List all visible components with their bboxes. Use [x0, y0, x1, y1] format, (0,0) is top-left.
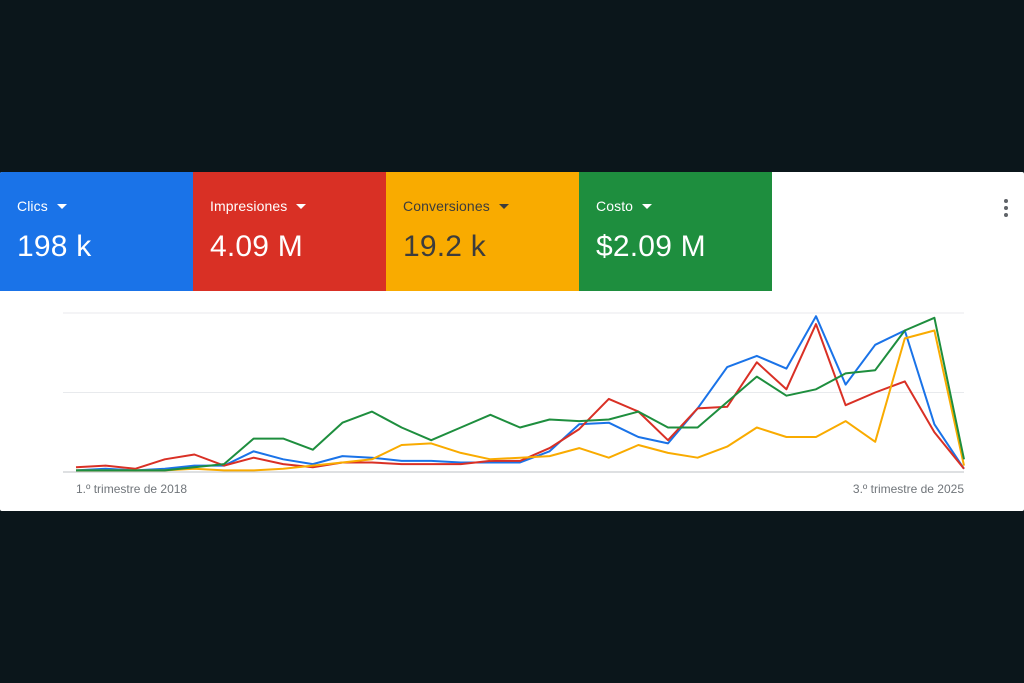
- metric-value: $2.09 M: [596, 230, 706, 263]
- performance-card: Clics 198 k Impresiones 4.09 M Conversiones 1…: [0, 172, 1024, 511]
- metric-label: Costo: [596, 198, 634, 214]
- series-line-0[interactable]: [75, 315, 965, 472]
- metric-tile-conversiones[interactable]: Conversiones 19.2 k: [386, 172, 579, 291]
- caret-down-icon[interactable]: [56, 203, 67, 209]
- performance-chart: 1.º trimestre de 2018 3.º trimestre de 20…: [63, 312, 965, 496]
- x-tick-label-end: 3.º trimestre de 2025: [853, 482, 964, 496]
- caret-down-icon[interactable]: [642, 203, 653, 209]
- metric-header: Clics: [17, 198, 193, 214]
- metric-value: 4.09 M: [210, 230, 303, 263]
- metric-tile-clics[interactable]: Clics 198 k: [0, 172, 193, 291]
- metric-tile-costo[interactable]: Costo $2.09 M: [579, 172, 772, 291]
- more-vert-icon[interactable]: [996, 196, 1016, 220]
- series-line-3[interactable]: [76, 316, 965, 472]
- metric-tiles: Clics 198 k Impresiones 4.09 M Conversiones 1…: [0, 172, 772, 291]
- more-dot: [1004, 213, 1008, 217]
- metric-header: Costo: [596, 198, 772, 214]
- caret-down-icon[interactable]: [498, 203, 509, 209]
- metric-label: Impresiones: [210, 198, 288, 214]
- series-line-1[interactable]: [75, 323, 965, 470]
- metric-tile-impresiones[interactable]: Impresiones 4.09 M: [193, 172, 386, 291]
- metric-value: 198 k: [17, 230, 92, 263]
- x-tick-label-start: 1.º trimestre de 2018: [76, 482, 187, 496]
- more-dot: [1004, 199, 1008, 203]
- metric-header: Impresiones: [210, 198, 386, 214]
- metric-label: Conversiones: [403, 198, 490, 214]
- more-dot: [1004, 206, 1008, 210]
- metric-value: 19.2 k: [403, 230, 486, 263]
- caret-down-icon[interactable]: [296, 203, 307, 209]
- series-line-2[interactable]: [76, 329, 965, 472]
- metric-header: Conversiones: [403, 198, 579, 214]
- metric-label: Clics: [17, 198, 48, 214]
